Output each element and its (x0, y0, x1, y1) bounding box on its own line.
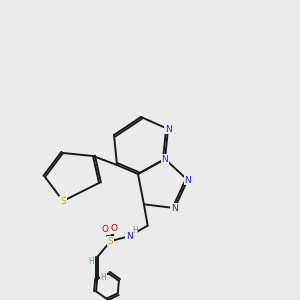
Text: H: H (100, 273, 106, 282)
Text: O: O (110, 224, 117, 233)
Text: N: N (165, 124, 171, 134)
Text: N: N (184, 176, 191, 184)
Text: O: O (102, 225, 109, 234)
Text: H: H (132, 226, 138, 235)
Text: S: S (108, 237, 113, 246)
Text: N: N (162, 154, 168, 164)
Text: H: H (88, 257, 94, 266)
Text: N: N (126, 232, 133, 241)
Text: S: S (60, 196, 66, 206)
Text: N: N (171, 203, 178, 212)
